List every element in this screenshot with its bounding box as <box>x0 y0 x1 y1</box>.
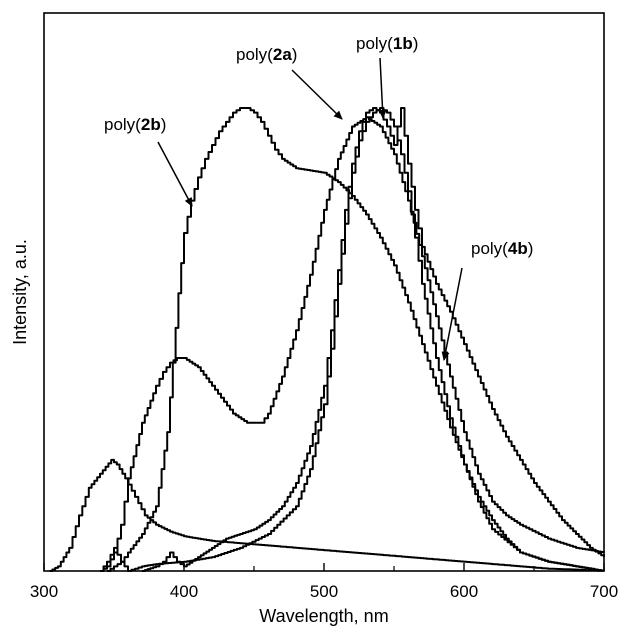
x-tick-label: 500 <box>310 582 338 601</box>
x-tick-label: 700 <box>590 582 618 601</box>
series-line <box>142 107 605 572</box>
x-tick-label: 600 <box>450 582 478 601</box>
y-axis-label: Intensity, a.u. <box>10 239 30 345</box>
annotation-label: poly(2a) <box>236 45 297 64</box>
series-line <box>100 107 605 572</box>
annotation-layer: poly(2b) poly(2a) poly(1b) poly(4b) <box>104 34 533 361</box>
annotation-arrow <box>441 267 463 361</box>
series-line <box>107 107 605 572</box>
series-line <box>100 116 605 572</box>
series-line <box>49 458 605 572</box>
series-layer <box>49 107 605 572</box>
annotation-label: poly(4b) <box>471 239 533 258</box>
annotation-arrow <box>378 57 387 119</box>
x-tick-label: 300 <box>30 582 58 601</box>
annotation-label: poly(2b) <box>104 115 166 134</box>
annotation-arrow <box>157 141 193 207</box>
x-axis-label: Wavelength, nm <box>259 606 388 626</box>
x-axis-tick-labels: 300 400 500 600 700 <box>30 582 618 601</box>
annotation-arrow <box>291 69 343 120</box>
annotation-label: poly(1b) <box>356 34 418 53</box>
x-tick-label: 400 <box>170 582 198 601</box>
